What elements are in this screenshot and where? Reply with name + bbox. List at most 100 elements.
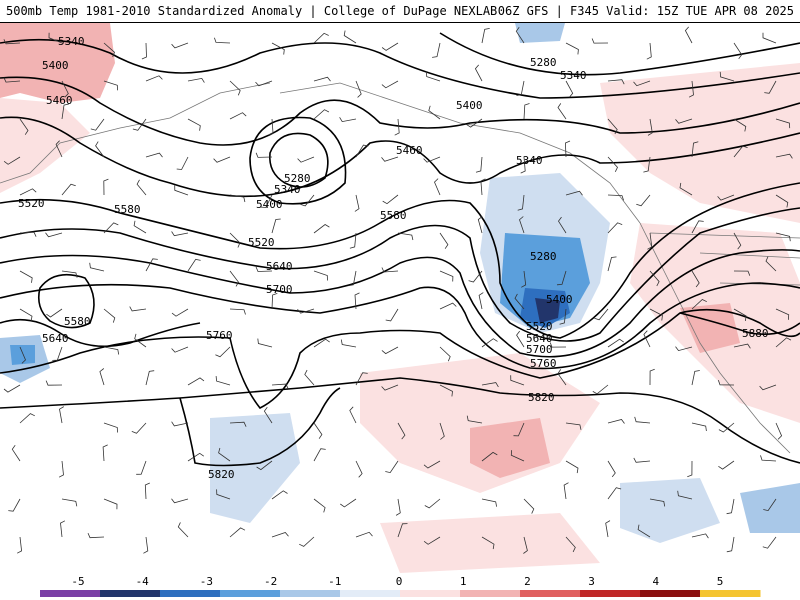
- wind-barb: [339, 117, 357, 123]
- wind-barb: [591, 38, 609, 44]
- contour-5340-ring: [249, 116, 347, 205]
- wind-barb: [424, 498, 441, 509]
- wind-barb: [132, 118, 147, 131]
- cool-anomaly-se: [620, 478, 720, 543]
- wind-barb: [58, 460, 64, 478]
- contour-5340-north: [0, 38, 800, 99]
- wind-barb: [171, 346, 189, 353]
- legend-swatch: [700, 590, 761, 597]
- wind-barb: [478, 292, 484, 310]
- wind-barb: [271, 490, 288, 500]
- wind-barb: [87, 532, 105, 539]
- wind-barb: [439, 302, 457, 310]
- contour-label: 5340: [560, 69, 587, 82]
- wind-barb: [17, 536, 23, 554]
- wind-barb: [171, 231, 189, 237]
- wind-barb: [515, 26, 525, 44]
- wind-barb: [733, 42, 743, 60]
- wind-barb: [481, 536, 495, 550]
- wind-barb: [439, 422, 445, 440]
- wind-barb: [775, 153, 793, 159]
- wind-barb: [775, 118, 791, 129]
- wind-barb: [19, 413, 35, 424]
- wind-barb: [299, 536, 315, 547]
- wind-barb: [605, 520, 611, 538]
- wind-barb: [229, 421, 247, 427]
- wind-barb: [775, 194, 789, 208]
- wind-barb: [718, 422, 735, 433]
- wind-barb: [733, 343, 751, 349]
- wind-barb: [171, 498, 189, 504]
- wind-barb: [145, 152, 163, 158]
- wind-barb: [19, 270, 33, 283]
- contour-label: 5400: [256, 198, 283, 211]
- legend-tick-labels: -5 -4 -3 -2 -1 0 1 2 3 4 5: [71, 575, 723, 588]
- wind-barb: [643, 156, 651, 173]
- wind-barb: [439, 232, 449, 249]
- wind-barb: [523, 536, 528, 554]
- warm-anomaly-ne: [600, 63, 800, 223]
- wind-barb: [271, 532, 289, 538]
- contour-5820-south: [179, 387, 341, 467]
- wind-barb: [215, 346, 231, 358]
- wind-barb: [214, 37, 231, 44]
- wind-barb: [477, 216, 483, 234]
- wind-barb: [688, 80, 694, 98]
- wind-barb: [103, 80, 118, 91]
- anomaly-map: 5340 5400 5460 5520 5580 5280 5340 5400 …: [0, 23, 800, 574]
- contour-label: 5820: [528, 391, 555, 404]
- contour-label: 5280: [530, 56, 557, 69]
- wind-barb: [103, 42, 115, 58]
- wind-barb: [394, 118, 400, 136]
- contour-label: 5820: [208, 468, 235, 481]
- wind-barb: [675, 346, 693, 352]
- wind-barb: [607, 487, 622, 500]
- wind-barb: [90, 118, 105, 131]
- coastlines: [0, 82, 800, 454]
- contour-label: 5400: [456, 99, 483, 112]
- wind-barb: [255, 266, 273, 272]
- wind-barb: [129, 306, 147, 312]
- wind-barb: [677, 490, 693, 500]
- wind-barb: [395, 498, 401, 516]
- wind-barb: [381, 267, 399, 273]
- wind-barb: [691, 220, 704, 234]
- wind-barb: [145, 370, 155, 386]
- legend-tick-label: -3: [200, 575, 213, 588]
- wind-barb: [143, 536, 149, 554]
- wind-barb: [229, 308, 246, 315]
- wind-barb: [89, 262, 105, 272]
- wind-barb: [136, 179, 147, 196]
- wind-barb: [481, 451, 498, 462]
- wind-barb: [354, 292, 360, 310]
- wind-barb: [691, 422, 707, 432]
- wind-barb: [218, 447, 231, 462]
- wind-barb: [649, 270, 660, 287]
- wind-barb: [481, 498, 497, 507]
- wind-barb: [439, 346, 451, 362]
- wind-barb: [45, 232, 63, 238]
- wind-barb: [381, 42, 399, 51]
- wind-barb: [519, 216, 525, 234]
- wind-barb: [718, 460, 735, 470]
- wind-barb: [775, 337, 792, 348]
- wind-barb: [466, 415, 483, 424]
- wind-barb: [271, 383, 289, 389]
- wind-barb: [174, 185, 189, 196]
- wind-barb: [775, 308, 790, 320]
- legend-swatch: [400, 590, 461, 597]
- wind-barb: [141, 42, 147, 60]
- contour-5280-north: [439, 32, 800, 76]
- wind-barb: [733, 308, 747, 321]
- wind-barb: [726, 498, 735, 515]
- wind-barb: [171, 42, 189, 49]
- wind-barb: [11, 444, 21, 462]
- wind-barb: [397, 232, 414, 241]
- wind-barb: [637, 524, 651, 538]
- wind-barb: [382, 194, 399, 205]
- wind-barb: [763, 498, 777, 512]
- wind-barb: [355, 372, 368, 386]
- wind-barb: [176, 156, 189, 170]
- alaska-coastline: [279, 82, 641, 224]
- wind-barb: [171, 421, 189, 427]
